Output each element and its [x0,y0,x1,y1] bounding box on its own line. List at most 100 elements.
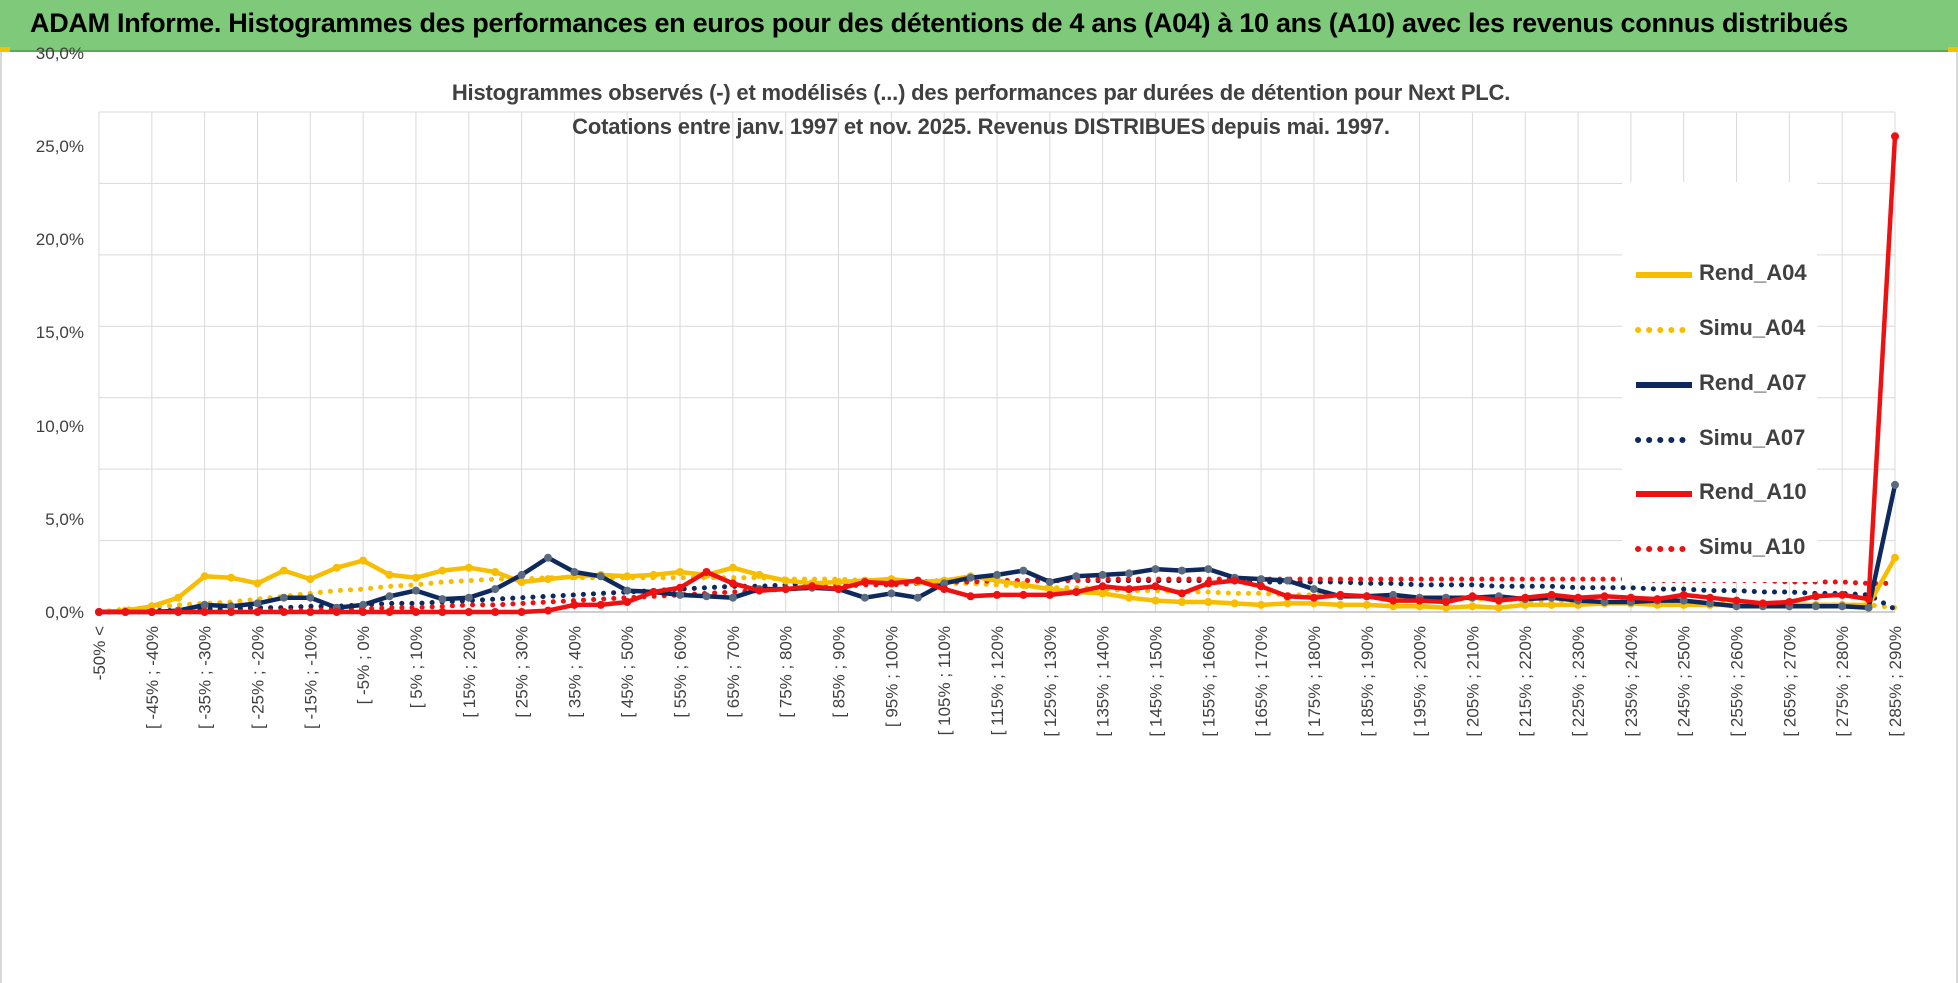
data-point [200,600,209,609]
data-point [359,556,368,565]
data-point [438,595,447,604]
data-point [306,575,315,584]
data-point [808,582,817,591]
x-tick-label: [ 195% ; 200% [1411,626,1430,737]
data-point [1177,566,1186,575]
data-point [1072,588,1081,596]
data-point [993,570,1001,579]
data-point [332,608,341,616]
data-point [544,606,552,615]
x-tick-label: [ 65% ; 70% [724,626,743,718]
data-point [1045,585,1054,594]
data-point [438,566,447,575]
data-point [1045,578,1054,586]
x-tick-label: [ 245% ; 250% [1675,626,1694,737]
data-point [676,583,685,592]
data-point [200,572,209,581]
data-point [1098,570,1107,579]
series-rend-a04 [95,553,1899,616]
data-point [1653,595,1662,604]
legend-label: Simu_A10 [1699,534,1806,559]
x-tick-label: [ 185% ; 190% [1358,626,1377,737]
data-point [702,568,711,576]
report-banner: ADAM Informe. Histogrammes des performan… [0,0,1958,52]
data-point [1283,592,1292,601]
data-point [1732,602,1741,611]
x-tick-label: [ 75% ; 80% [777,626,796,718]
x-tick-label: [ 165% ; 170% [1252,626,1271,737]
x-tick-label: [ 45% ; 50% [618,626,637,718]
data-point [1706,593,1715,602]
x-tick-label: [ 15% ; 20% [460,626,479,718]
data-point [227,573,236,582]
data-point [1547,590,1556,599]
data-point [385,608,394,616]
data-point [1891,553,1899,562]
data-point [860,593,869,602]
legend-item-rend-a10: Rend_A10 [1634,479,1814,509]
data-point [1547,600,1556,609]
data-point [728,563,737,572]
data-point [1864,595,1873,604]
series-line [96,575,1898,615]
y-tick-label: 10,0% [35,417,84,436]
data-point [1891,132,1899,141]
data-point [253,579,262,588]
banner-corner-left [0,47,10,52]
data-point [227,602,236,611]
legend-item-simu-a10: Simu_A10 [1634,534,1814,564]
data-point [1468,592,1477,601]
data-point [464,608,473,616]
data-point [728,579,737,588]
data-point [676,568,685,576]
data-point [834,578,843,586]
y-tick-label: 25,0% [35,137,84,156]
data-point [755,570,764,579]
x-tick-label: [ 135% ; 140% [1094,626,1113,737]
x-tick-label: [ 55% ; 60% [671,626,690,718]
x-tick-label: [ 85% ; 90% [830,626,849,718]
data-point [1230,599,1239,608]
data-point [1521,593,1530,602]
legend-item-rend-a07: Rend_A07 [1634,370,1814,400]
report-title: ADAM Informe. Histogrammes des performan… [30,8,1848,38]
x-tick-label: [ 5% ; 10% [407,626,426,708]
x-tick-label: -50% < [90,626,109,680]
data-point [913,576,922,585]
data-point [1574,593,1583,602]
data-point [1494,603,1503,612]
legend-label: Rend_A07 [1699,370,1807,395]
data-point [623,586,632,595]
data-point [1204,579,1213,588]
data-point [1838,590,1847,599]
data-point [1177,589,1186,598]
data-point [279,566,288,575]
data-point [464,563,473,572]
data-point [332,563,341,572]
data-point [860,578,869,586]
x-tick-label: [ 95% ; 100% [882,626,901,727]
data-point [1257,575,1266,584]
chart-title: Histogrammes observés (-) et modélisés (… [451,80,1511,105]
data-point [279,608,288,616]
data-point [1309,593,1318,602]
data-point [147,602,156,611]
data-point [940,585,949,594]
data-point [623,598,632,606]
data-point [359,600,368,609]
x-tick-label: [ 155% ; 160% [1199,626,1218,737]
data-point [781,585,790,594]
data-point [966,592,975,601]
data-point [1468,602,1477,611]
data-point [1679,590,1688,599]
data-point [1600,598,1609,606]
data-point [1494,596,1503,605]
data-point [1019,566,1028,575]
chart-area: -50% < [ -45% ; -40% [ -35% ; -30% [ -25% ;… [0,44,1958,983]
y-tick-label: 20,0% [35,230,84,249]
data-point [1389,590,1398,599]
data-point [411,608,420,616]
data-point [1336,590,1345,599]
data-point [1230,576,1239,585]
data-point [517,578,526,586]
